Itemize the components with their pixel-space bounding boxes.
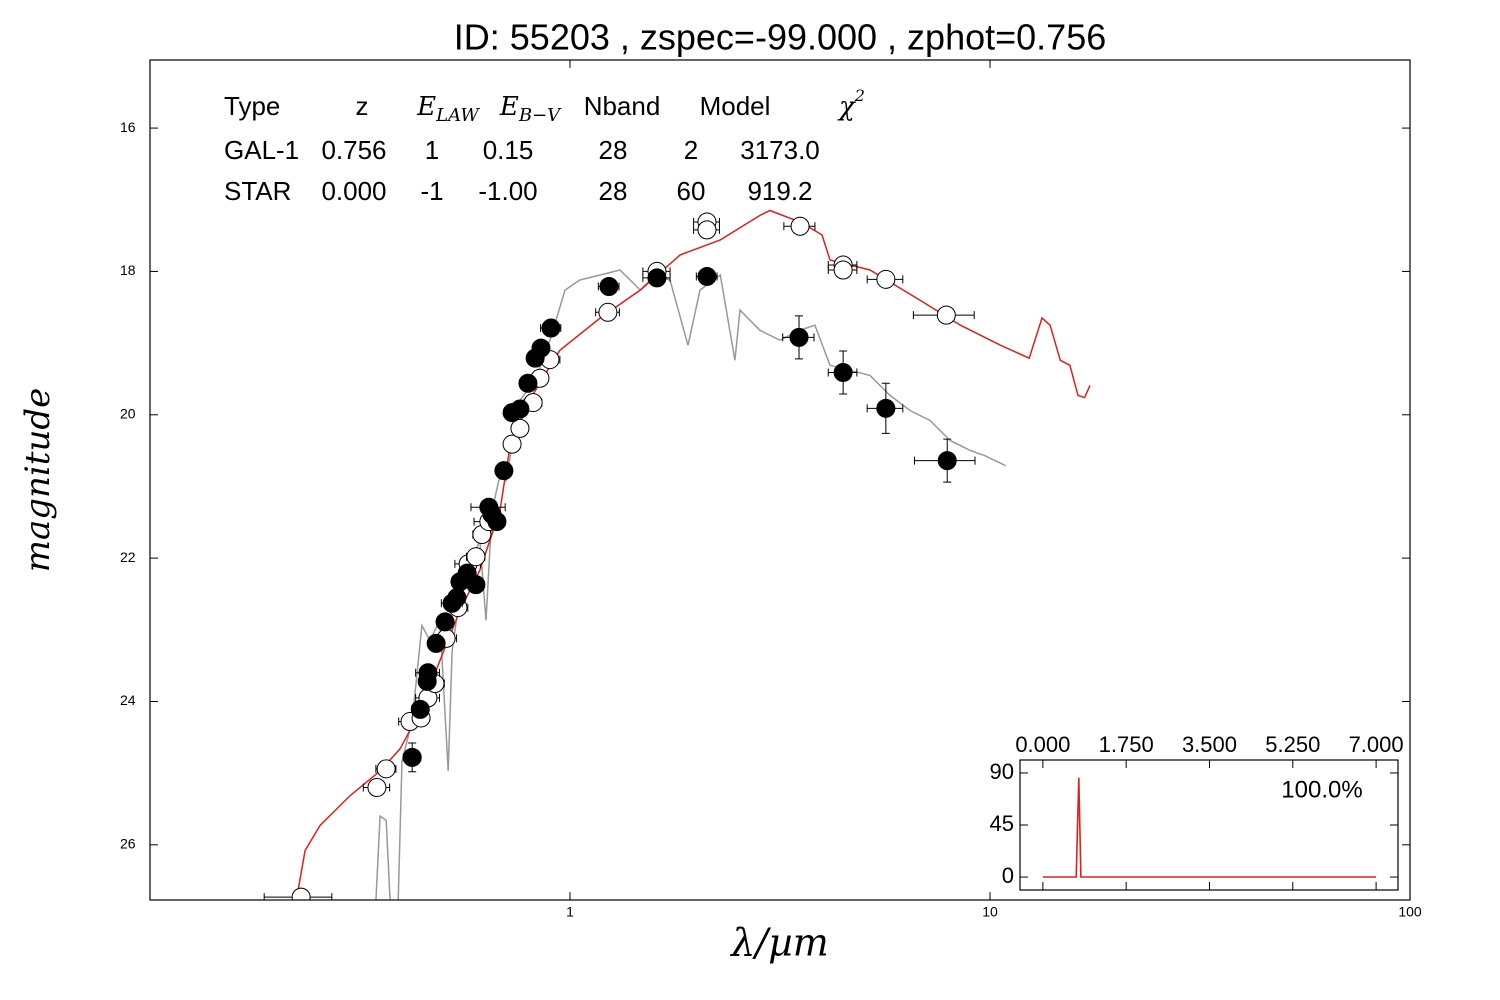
x-tick-label: 5.250 [1265, 732, 1320, 757]
photometry-point [833, 260, 853, 280]
y-tick-label: 20 [120, 405, 136, 421]
table-header: Nband [584, 91, 661, 121]
header-main: E [416, 92, 436, 122]
photometry-point [494, 461, 514, 481]
table-cell: 0.000 [321, 176, 386, 206]
y-tick-label: 16 [120, 119, 136, 135]
table-cell: -1.00 [478, 176, 537, 206]
table-cell: 0.15 [483, 135, 534, 165]
photometry-point [402, 747, 422, 767]
header-main: Type [224, 91, 280, 121]
table-cell: -1 [420, 176, 443, 206]
header-main: Nband [584, 91, 661, 121]
photometry-point [367, 777, 387, 797]
photometry-point [518, 373, 538, 393]
photometry-point [876, 269, 896, 289]
table-header: Model [700, 91, 771, 121]
table-cell: 919.2 [747, 176, 812, 206]
table-cell: GAL-1 [224, 135, 299, 165]
photometry-point [541, 318, 561, 338]
photometry-point [426, 633, 446, 653]
y-axis-label: magnitude [18, 388, 58, 573]
inset-annotation: 100.0% [1281, 776, 1362, 803]
chart-title: ID: 55203 , zspec=-99.000 , zphot=0.756 [454, 17, 1106, 58]
photometry-point [447, 588, 467, 608]
photometry-point [936, 305, 956, 325]
photometry-point [466, 575, 486, 595]
spectrum-line [296, 209, 1091, 896]
y-tick-label: 24 [120, 692, 136, 708]
photometry-point [410, 699, 430, 719]
inset-bg [1020, 760, 1398, 890]
table-header: χ2 [837, 86, 865, 123]
photometry-point [466, 547, 486, 567]
table-header: EB−V [499, 92, 562, 126]
table-cell: 60 [677, 176, 706, 206]
table-cell: 2 [684, 135, 698, 165]
y-tick-label: 22 [120, 549, 136, 565]
header-sub: LAW [435, 105, 480, 126]
photometry-point [937, 451, 957, 471]
plot-frame [149, 59, 1411, 901]
table-header: ELAW [416, 92, 480, 126]
header-sup: 2 [854, 86, 865, 105]
photometry-point [598, 302, 618, 322]
photometry-point [790, 216, 810, 236]
x-tick-label: 0.000 [1015, 732, 1070, 757]
y-tick-label: 0 [1002, 863, 1014, 888]
table-cell: 3173.0 [740, 135, 820, 165]
photometry-point [531, 338, 551, 358]
table-header: Type [224, 91, 280, 121]
pdz-line [1042, 777, 1377, 878]
photometry-point [487, 512, 507, 532]
table-cell: 0.756 [321, 135, 386, 165]
x-tick-label: 100 [1398, 904, 1422, 920]
photometry-point [510, 418, 530, 438]
x-tick-label: 1 [566, 904, 574, 920]
y-tick-label: 26 [120, 836, 136, 852]
table-cell: STAR [224, 176, 291, 206]
photometry-point [697, 220, 717, 240]
photometry-point [599, 276, 619, 296]
x-tick-label: 10 [982, 904, 998, 920]
header-main: z [356, 91, 369, 121]
header-sub: B−V [518, 105, 562, 126]
photometry-point [833, 362, 853, 382]
photometry-point [789, 327, 809, 347]
photometry-point [291, 887, 311, 900]
x-axis-label: λ/µm [729, 921, 829, 965]
photometry-point [647, 268, 667, 288]
plot-area [263, 209, 1091, 900]
table-header: z [356, 91, 369, 121]
photometry-point [697, 266, 717, 286]
photometry-point [502, 434, 522, 454]
header-main: Model [700, 91, 771, 121]
table-cell: 28 [599, 135, 628, 165]
table-cell: 1 [425, 135, 439, 165]
photometry-point [510, 399, 530, 419]
table-cell: 28 [599, 176, 628, 206]
y-tick-label: 90 [990, 759, 1014, 784]
header-main: χ [837, 92, 857, 122]
photometry-point [435, 612, 455, 632]
photometry-point [876, 398, 896, 418]
x-tick-label: 3.500 [1182, 732, 1237, 757]
photometry-point [376, 759, 396, 779]
x-tick-label: 1.750 [1099, 732, 1154, 757]
photometry-point [418, 663, 438, 683]
header-main: E [499, 92, 519, 122]
x-tick-label: 7.000 [1349, 732, 1404, 757]
y-tick-label: 18 [120, 262, 136, 278]
y-tick-label: 45 [990, 811, 1014, 836]
